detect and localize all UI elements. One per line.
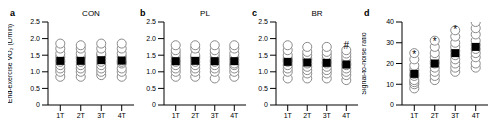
svg-text:2T: 2T (77, 112, 86, 119)
svg-text:10: 10 (386, 81, 394, 88)
svg-text:2T: 2T (431, 112, 440, 119)
svg-text:0.5: 0.5 (146, 85, 156, 92)
svg-text:Signal-to-noise ratio: Signal-to-noise ratio (362, 32, 368, 94)
svg-text:1T: 1T (56, 112, 65, 119)
svg-text:*: * (433, 36, 437, 47)
svg-text:2T: 2T (191, 112, 200, 119)
svg-text:*: * (412, 49, 416, 60)
svg-text:0: 0 (152, 101, 156, 108)
svg-text:30: 30 (386, 39, 394, 46)
html-text:a: a (10, 8, 15, 18)
svg-text:2.0: 2.0 (146, 35, 156, 42)
svg-text:2.5: 2.5 (146, 18, 156, 25)
html-text:d: d (364, 8, 370, 18)
svg-text:4T: 4T (342, 112, 351, 119)
svg-text:1.5: 1.5 (146, 52, 156, 59)
html-text:BR: BR (311, 9, 323, 18)
svg-text:2.5: 2.5 (258, 18, 268, 25)
svg-text:2.0: 2.0 (30, 35, 40, 42)
html-text:PL: PL (200, 9, 210, 18)
svg-text:0: 0 (36, 101, 40, 108)
svg-text:1.0: 1.0 (258, 68, 268, 75)
svg-text:3T: 3T (451, 112, 460, 119)
svg-text:*: * (453, 24, 457, 35)
svg-text:#: # (344, 40, 350, 51)
svg-text:1T: 1T (284, 112, 293, 119)
svg-text:0.5: 0.5 (30, 85, 40, 92)
svg-text:4T: 4T (230, 112, 239, 119)
svg-text:1T: 1T (410, 112, 419, 119)
html-text:CON: CON (82, 9, 100, 18)
svg-text:1.5: 1.5 (258, 52, 268, 59)
svg-text:1.0: 1.0 (30, 68, 40, 75)
svg-text:2.0: 2.0 (258, 35, 268, 42)
svg-text:1T: 1T (172, 112, 181, 119)
svg-text:1.0: 1.0 (146, 68, 156, 75)
html-text:c: c (252, 8, 257, 18)
svg-text:0: 0 (264, 101, 268, 108)
svg-text:3T: 3T (97, 112, 106, 119)
svg-text:0: 0 (390, 101, 394, 108)
svg-text:20: 20 (386, 60, 394, 67)
svg-text:4T: 4T (118, 112, 127, 119)
svg-text:2.5: 2.5 (30, 18, 40, 25)
svg-text:40: 40 (386, 18, 394, 25)
svg-text:3T: 3T (323, 112, 332, 119)
html-text:b: b (140, 8, 146, 18)
svg-text:End-exercise V̇O₂ (L/min): End-exercise V̇O₂ (L/min) (8, 24, 14, 103)
svg-text:1.5: 1.5 (30, 52, 40, 59)
svg-text:0.5: 0.5 (258, 85, 268, 92)
svg-text:2T: 2T (303, 112, 312, 119)
svg-text:4T: 4T (472, 112, 481, 119)
svg-text:3T: 3T (211, 112, 220, 119)
